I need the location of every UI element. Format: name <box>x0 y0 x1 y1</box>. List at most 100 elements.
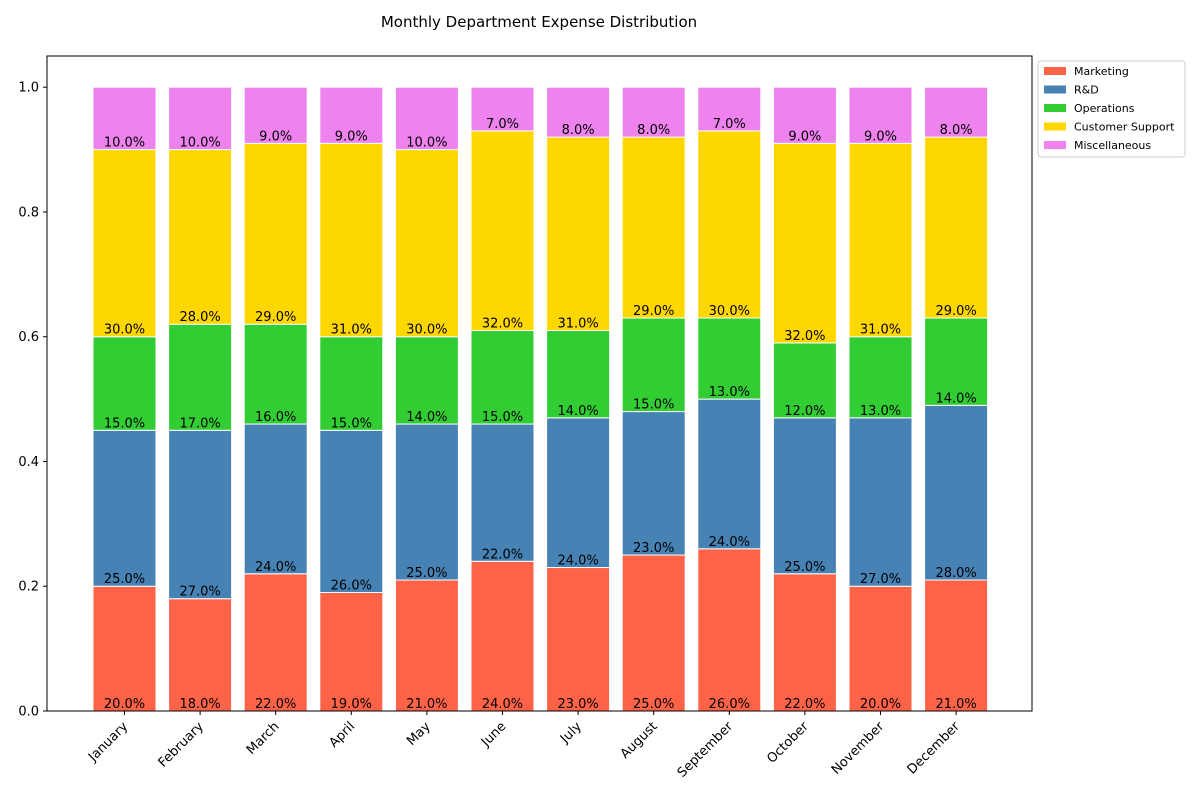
data-label: 23.0% <box>633 541 674 556</box>
x-tick-label: June <box>478 719 509 750</box>
data-label: 24.0% <box>255 560 296 575</box>
bar-segment <box>92 149 157 338</box>
data-label: 10.0% <box>179 136 220 151</box>
data-label: 22.0% <box>784 697 825 712</box>
legend-swatch <box>1044 141 1066 149</box>
data-label: 23.0% <box>557 697 598 712</box>
data-label: 7.0% <box>713 117 746 132</box>
bar-segment <box>470 423 535 562</box>
data-label: 30.0% <box>104 323 145 338</box>
bar-segment <box>848 417 913 587</box>
data-label: 9.0% <box>788 129 821 144</box>
bar-segment <box>621 136 686 319</box>
data-label: 24.0% <box>557 554 598 569</box>
bar-segment <box>546 567 611 712</box>
x-tick-label: April <box>327 719 359 751</box>
bar-segment <box>697 548 762 712</box>
data-label: 15.0% <box>482 410 523 425</box>
data-label: 29.0% <box>633 304 674 319</box>
bar-segment <box>319 591 384 712</box>
bar-segment <box>394 336 459 425</box>
data-label: 25.0% <box>784 560 825 575</box>
bar-segment <box>243 86 308 144</box>
bar-segment <box>470 130 535 331</box>
plot-frame <box>46 55 1033 712</box>
bar-segment <box>319 429 384 593</box>
bar-segment <box>848 585 913 712</box>
data-label: 18.0% <box>179 697 220 712</box>
data-label: 16.0% <box>255 410 296 425</box>
bar-segment <box>924 404 989 581</box>
legend-swatch <box>1044 104 1066 112</box>
data-label: 24.0% <box>482 697 523 712</box>
legend-swatch <box>1044 67 1066 75</box>
data-label: 32.0% <box>784 329 825 344</box>
data-label: 12.0% <box>784 404 825 419</box>
x-tick-label: August <box>618 719 661 762</box>
bar-segment <box>621 86 686 138</box>
bar-segment <box>772 142 837 344</box>
bar-segment <box>168 429 233 600</box>
data-label: 10.0% <box>406 136 447 151</box>
data-label: 29.0% <box>255 310 296 325</box>
bar-segment <box>848 142 913 338</box>
bar-segment <box>168 323 233 431</box>
x-tick-label: July <box>557 719 585 747</box>
data-label: 19.0% <box>331 697 372 712</box>
bar-segment <box>697 130 762 319</box>
data-label: 13.0% <box>860 404 901 419</box>
data-label: 24.0% <box>709 535 750 550</box>
data-label: 25.0% <box>633 697 674 712</box>
bar-segment <box>772 86 837 144</box>
y-tick-label: 0.0 <box>18 705 39 720</box>
bar-segment <box>924 86 989 138</box>
data-label: 28.0% <box>935 566 976 581</box>
bar-segment <box>697 317 762 400</box>
bar-segment <box>243 142 308 325</box>
data-label: 14.0% <box>406 410 447 425</box>
x-tick-label: January <box>85 719 131 765</box>
legend-label: R&D <box>1074 84 1099 97</box>
bar-group <box>92 86 989 712</box>
x-tick-label: September <box>675 719 737 781</box>
data-label-group: 20.0% 25.0% 15.0% 30.0% 10.0% 18.0% 27.0% 17.0%… <box>104 117 977 712</box>
bar-segment <box>319 86 384 144</box>
data-label: 15.0% <box>331 416 372 431</box>
bar-segment <box>394 149 459 338</box>
bar-segment <box>243 323 308 425</box>
legend-label: Miscellaneous <box>1074 139 1151 152</box>
bar-segment <box>243 423 308 575</box>
data-label: 21.0% <box>406 697 447 712</box>
x-tick-label: February <box>156 719 208 771</box>
data-label: 27.0% <box>179 585 220 600</box>
bar-segment <box>470 329 535 425</box>
bar-segment <box>470 560 535 712</box>
legend-label: Operations <box>1074 102 1135 115</box>
y-tick-label: 1.0 <box>18 81 39 96</box>
bar-segment <box>243 573 308 712</box>
bar-segment <box>924 136 989 319</box>
bar-segment <box>772 573 837 712</box>
bar-segment <box>546 136 611 331</box>
bar-segment <box>394 579 459 712</box>
chart-title: Monthly Department Expense Distribution <box>381 13 697 31</box>
data-label: 9.0% <box>864 129 897 144</box>
bar-segment <box>621 554 686 712</box>
bar-segment <box>697 398 762 550</box>
data-label: 26.0% <box>331 578 372 593</box>
bar-segment <box>168 149 233 325</box>
bar-segment <box>772 342 837 419</box>
bar-segment <box>546 417 611 569</box>
bar-segment <box>168 86 233 151</box>
bar-segment <box>92 86 157 151</box>
bar-segment <box>394 423 459 581</box>
x-tick-label: May <box>404 719 434 749</box>
data-label: 21.0% <box>935 697 976 712</box>
x-axis: January February March April May June July Augu… <box>85 711 963 781</box>
y-tick-label: 0.8 <box>18 205 39 220</box>
bar-segment <box>319 336 384 431</box>
data-label: 9.0% <box>259 129 292 144</box>
data-label: 14.0% <box>557 404 598 419</box>
data-label: 30.0% <box>406 323 447 338</box>
bar-segment <box>697 86 762 132</box>
